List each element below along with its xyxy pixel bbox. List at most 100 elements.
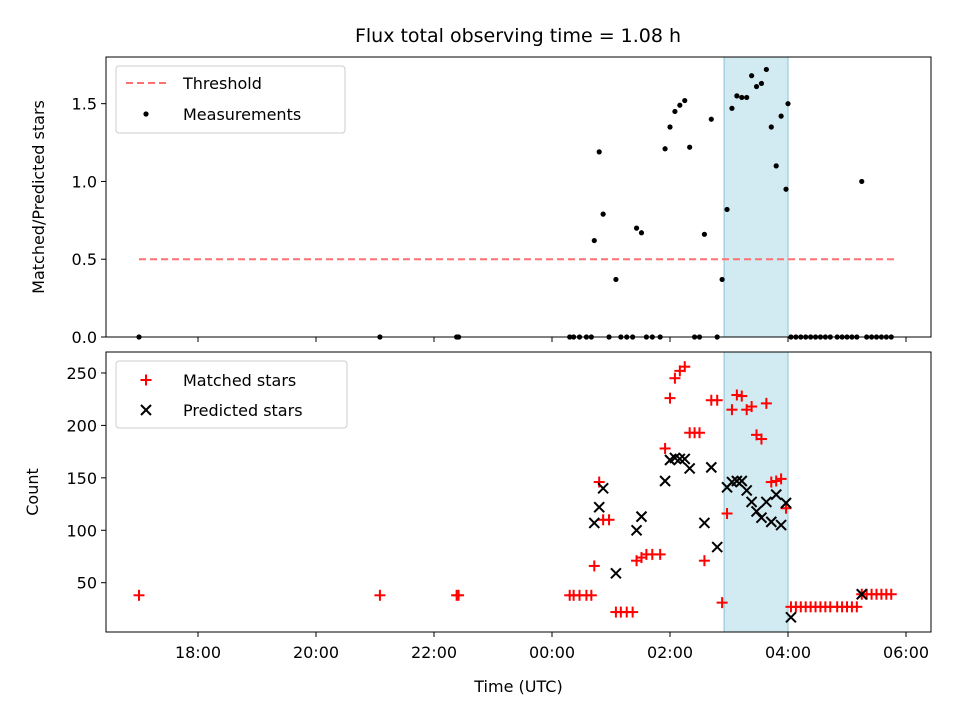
counts-y-tick-label: 150 <box>66 469 97 488</box>
matched-star-point <box>593 476 605 488</box>
matched-star-point <box>603 514 615 526</box>
measurement-point <box>724 206 730 213</box>
x-tick-label: 20:00 <box>293 643 339 662</box>
x-tick-label: 00:00 <box>529 643 575 662</box>
ratio-y-tick-label: 1.5 <box>72 95 97 114</box>
predicted-star-point <box>679 453 691 465</box>
measurement-point <box>701 231 708 237</box>
predicted-star-point <box>610 567 622 579</box>
predicted-star-point <box>593 501 605 513</box>
predicted-star-point <box>775 519 787 531</box>
chart-title: Flux total observing time = 1.08 h <box>355 25 681 47</box>
measurement-point <box>734 93 740 99</box>
matched-star-point <box>721 507 733 519</box>
predicted-star-point <box>731 475 743 487</box>
measurement-point <box>778 113 784 119</box>
legend-plus-mark <box>140 374 152 386</box>
measurement-point <box>753 83 760 90</box>
predicted-star-point <box>736 475 748 487</box>
measurement-point <box>739 94 745 101</box>
matched-star-point <box>585 589 597 601</box>
matched-star-point <box>698 555 710 567</box>
highlight-span-top <box>723 56 789 338</box>
counts-legend: Matched stars Predicted stars <box>115 360 348 429</box>
x-tick-label: 22:00 <box>411 643 457 662</box>
measurement-point <box>763 66 769 73</box>
x-tick-label: 04:00 <box>765 643 811 662</box>
matched-star-point <box>770 475 782 487</box>
matched-star-point <box>453 589 465 601</box>
predicted-star-point <box>588 517 600 529</box>
predicted-star-point <box>745 496 758 508</box>
legend-measurements-label: Measurements <box>183 105 301 124</box>
predicted-star-point <box>740 484 753 497</box>
matched-star-point <box>731 389 743 401</box>
counts-axes-frame <box>105 351 932 633</box>
measurement-point <box>783 186 789 192</box>
ratio-y-tick-label: 1.0 <box>72 172 97 191</box>
legend-matched-swatch <box>140 374 152 386</box>
matched-star-point <box>669 372 681 384</box>
matched-star-point <box>736 390 748 402</box>
predicted-star-point <box>630 524 643 536</box>
matched-star-point <box>775 473 787 485</box>
measurement-point <box>749 73 755 79</box>
measurement-point <box>719 276 725 283</box>
predicted-star-point <box>760 496 773 508</box>
x-tick-label: 06:00 <box>883 643 929 662</box>
counts-panel: 50 100 150 200 250 18:00 20:00 22:00 00:00 02:00… <box>23 351 932 696</box>
ratio-legend-box <box>115 65 346 134</box>
counts-y-tick-label: 50 <box>77 574 97 593</box>
predicted-star-point <box>659 475 671 487</box>
matched-star-point <box>659 442 671 454</box>
x-tick-label: 02:00 <box>647 643 693 662</box>
matched-star-point <box>851 601 863 613</box>
matched-star-point <box>654 548 666 560</box>
ratio-y-tick-label: 0.5 <box>72 250 97 269</box>
x-tick-label: 18:00 <box>175 643 221 662</box>
measurement-point <box>596 149 602 155</box>
predicted-star-point <box>856 588 868 600</box>
highlight-span-bottom <box>723 351 789 633</box>
matched-star-point <box>885 588 897 600</box>
measurement-point <box>591 237 597 244</box>
matched-star-point <box>627 606 639 618</box>
predicted-star-point <box>635 510 648 523</box>
measurement-point <box>708 116 714 122</box>
matched-star-point <box>726 404 738 416</box>
measurement-point <box>677 102 683 108</box>
ratio-axes-frame <box>105 56 932 338</box>
measurement-point <box>744 94 750 101</box>
predicted-star-point <box>698 517 711 529</box>
measurement-point <box>667 124 673 130</box>
legend-matched-label: Matched stars <box>183 371 296 390</box>
matched-star-point <box>664 392 676 404</box>
matched-star-point <box>716 597 728 609</box>
x-axis-label: Time (UTC) <box>473 677 562 696</box>
counts-legend-box <box>115 360 348 429</box>
legend-predicted-label: Predicted stars <box>183 401 303 420</box>
measurement-point <box>768 124 774 130</box>
predicted-star-point <box>780 497 792 509</box>
measurement-point <box>687 144 693 150</box>
predicted-star-point <box>785 611 797 624</box>
legend-threshold-label: Threshold <box>182 74 262 93</box>
predicted-star-point <box>765 516 777 528</box>
measurement-point <box>859 178 865 185</box>
measurement-point <box>729 105 735 111</box>
ratio-panel: 0.0 0.5 1.0 1.5 Matched/Predicted stars Thr… <box>29 56 932 347</box>
legend-x-mark <box>140 404 152 416</box>
matched-star-point <box>746 401 758 413</box>
counts-y-ticks: 50 100 150 200 250 <box>66 364 106 593</box>
measurement-point <box>633 225 640 231</box>
measurement-point <box>600 211 606 217</box>
measurement-point <box>638 230 645 236</box>
predicted-star-points <box>588 452 868 624</box>
counts-y-tick-label: 250 <box>66 364 97 383</box>
matched-star-point <box>694 427 705 439</box>
matched-star-point <box>765 476 777 488</box>
ratio-y-ticks: 0.0 0.5 1.0 1.5 <box>72 95 106 347</box>
counts-y-tick-label: 200 <box>66 416 97 435</box>
predicted-star-point <box>770 488 782 501</box>
measurement-point <box>758 80 765 87</box>
